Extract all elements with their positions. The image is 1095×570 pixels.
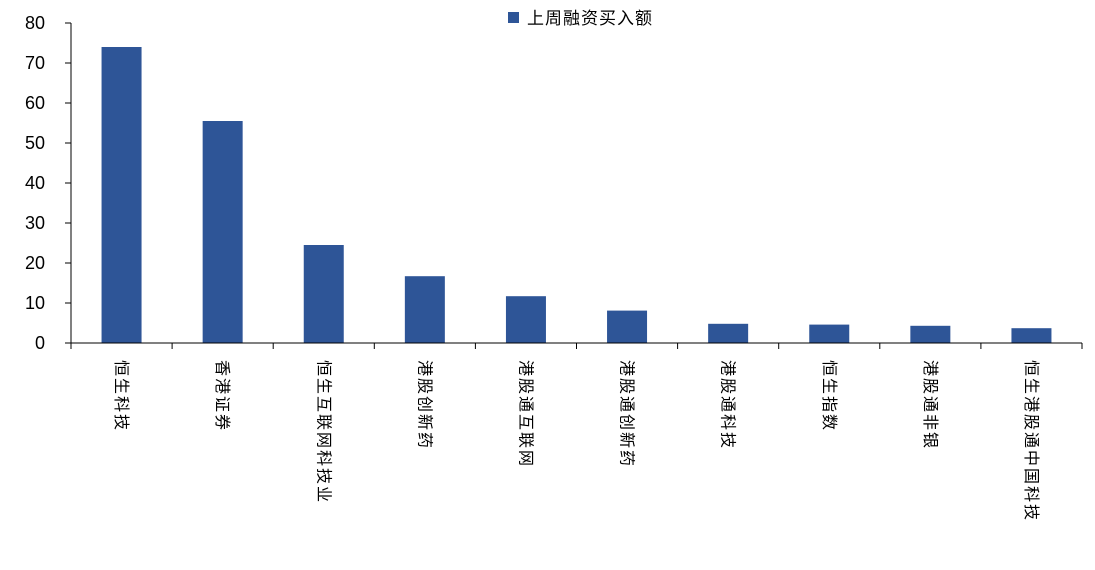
bar: [505, 296, 546, 343]
x-category-label: 港股创新药: [415, 360, 434, 450]
y-tick-label: 30: [25, 213, 45, 233]
x-axis: [70, 342, 1083, 349]
bar: [101, 47, 142, 343]
x-category-label: 港股通创新药: [618, 360, 637, 468]
y-tick-label: 50: [25, 133, 45, 153]
y-tick-label: 10: [25, 293, 45, 313]
bar: [202, 121, 243, 343]
y-tick-label: 70: [25, 53, 45, 73]
legend-swatch: [508, 12, 519, 23]
y-tick-label: 80: [25, 13, 45, 33]
bar: [708, 323, 749, 343]
x-category-label: 港股通互联网: [516, 360, 535, 468]
x-axis-labels: 恒生科技 香港证券 恒生互联网科技业 港股创新药 港股通互联网 港股通创新药 港股通科技 恒生…: [112, 360, 1041, 522]
x-category-label: 恒生指数: [820, 360, 839, 432]
x-category-label: 香港证券: [213, 360, 232, 432]
y-axis: 0 10 20 30 40 50 60 70 80: [25, 13, 72, 353]
bar: [809, 324, 850, 343]
bar: [607, 310, 648, 343]
x-category-label: 港股通非银: [921, 360, 940, 450]
y-tick-label: 40: [25, 173, 45, 193]
legend: 上周融资买入额: [508, 9, 653, 29]
legend-label: 上周融资买入额: [527, 9, 653, 29]
y-tick-label: 60: [25, 93, 45, 113]
bar-series: [101, 47, 1052, 343]
bar: [404, 276, 445, 343]
y-tick-label: 0: [35, 333, 45, 353]
x-category-label: 港股通科技: [719, 360, 738, 450]
x-category-label: 恒生互联网科技业: [314, 360, 333, 504]
y-tick-label: 20: [25, 253, 45, 273]
x-category-label: 恒生科技: [112, 360, 131, 432]
bar: [303, 245, 344, 343]
x-category-label: 恒生港股通中国科技: [1022, 360, 1041, 522]
bar: [1011, 328, 1052, 343]
bar: [910, 325, 951, 343]
